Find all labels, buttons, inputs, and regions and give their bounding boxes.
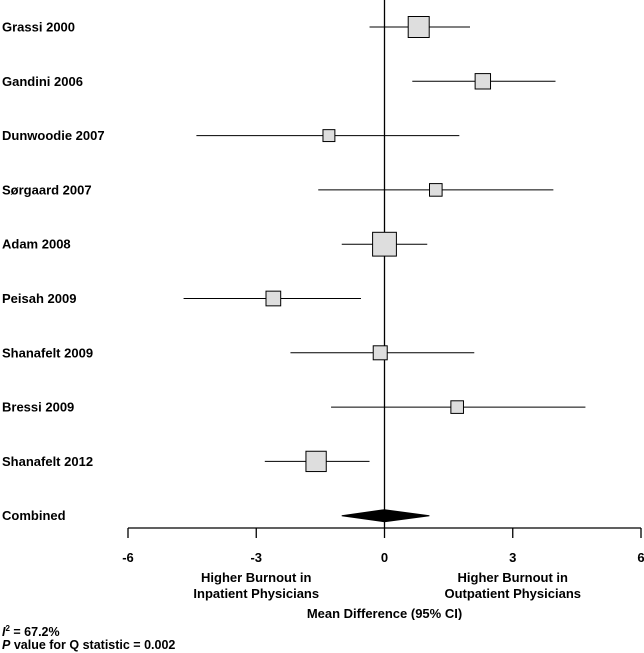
x-axis-title: Mean Difference (95% CI) [307, 606, 462, 620]
study-label: Grassi 2000 [2, 20, 75, 35]
right-direction-label: Outpatient Physicians [444, 586, 581, 601]
p-value-text: value for Q statistic = 0.002 [10, 638, 176, 652]
study-label: Gandini 2006 [2, 74, 83, 89]
study-label: Dunwoodie 2007 [2, 128, 105, 143]
study-label: Shanafelt 2009 [2, 345, 93, 360]
left-direction-label: Inpatient Physicians [193, 586, 319, 601]
estimate-square [265, 290, 282, 307]
p-value-footnote: P value for Q statistic = 0.002 [2, 637, 175, 653]
right-direction-label: Higher Burnout in [458, 570, 569, 585]
estimate-square [322, 129, 336, 143]
i-squared-superscript: 2 [5, 624, 10, 633]
left-direction-label: Higher Burnout in [201, 570, 312, 585]
i-squared-footnote: I2 = 67.2% [2, 621, 60, 640]
combined-diamond [341, 509, 430, 523]
estimate-square [429, 183, 443, 197]
estimate-square [305, 450, 327, 473]
study-label: Bressi 2009 [2, 400, 74, 415]
study-label: Adam 2008 [2, 237, 71, 252]
estimate-square [372, 345, 388, 361]
x-tick-label: -3 [250, 550, 262, 565]
study-label: Peisah 2009 [2, 291, 76, 306]
x-tick-label: 0 [381, 550, 388, 565]
estimate-square [407, 16, 430, 38]
x-tick-label: -6 [122, 550, 134, 565]
p-symbol: P [2, 638, 11, 652]
combined-label: Combined [2, 508, 66, 523]
x-tick-label: 3 [509, 550, 516, 565]
estimate-square [450, 400, 464, 414]
i-squared-value: = 67.2% [9, 625, 60, 640]
estimate-square [372, 231, 397, 257]
i-squared-symbol: I [2, 625, 6, 640]
x-tick-label: 6 [637, 550, 644, 565]
estimate-square [474, 73, 492, 90]
forest-plot: Grassi 2000 Gandini 2006 Dunwoodie 2007 Sør… [2, 0, 644, 620]
study-label: Shanafelt 2012 [2, 454, 93, 469]
study-label: Sørgaard 2007 [2, 182, 92, 197]
